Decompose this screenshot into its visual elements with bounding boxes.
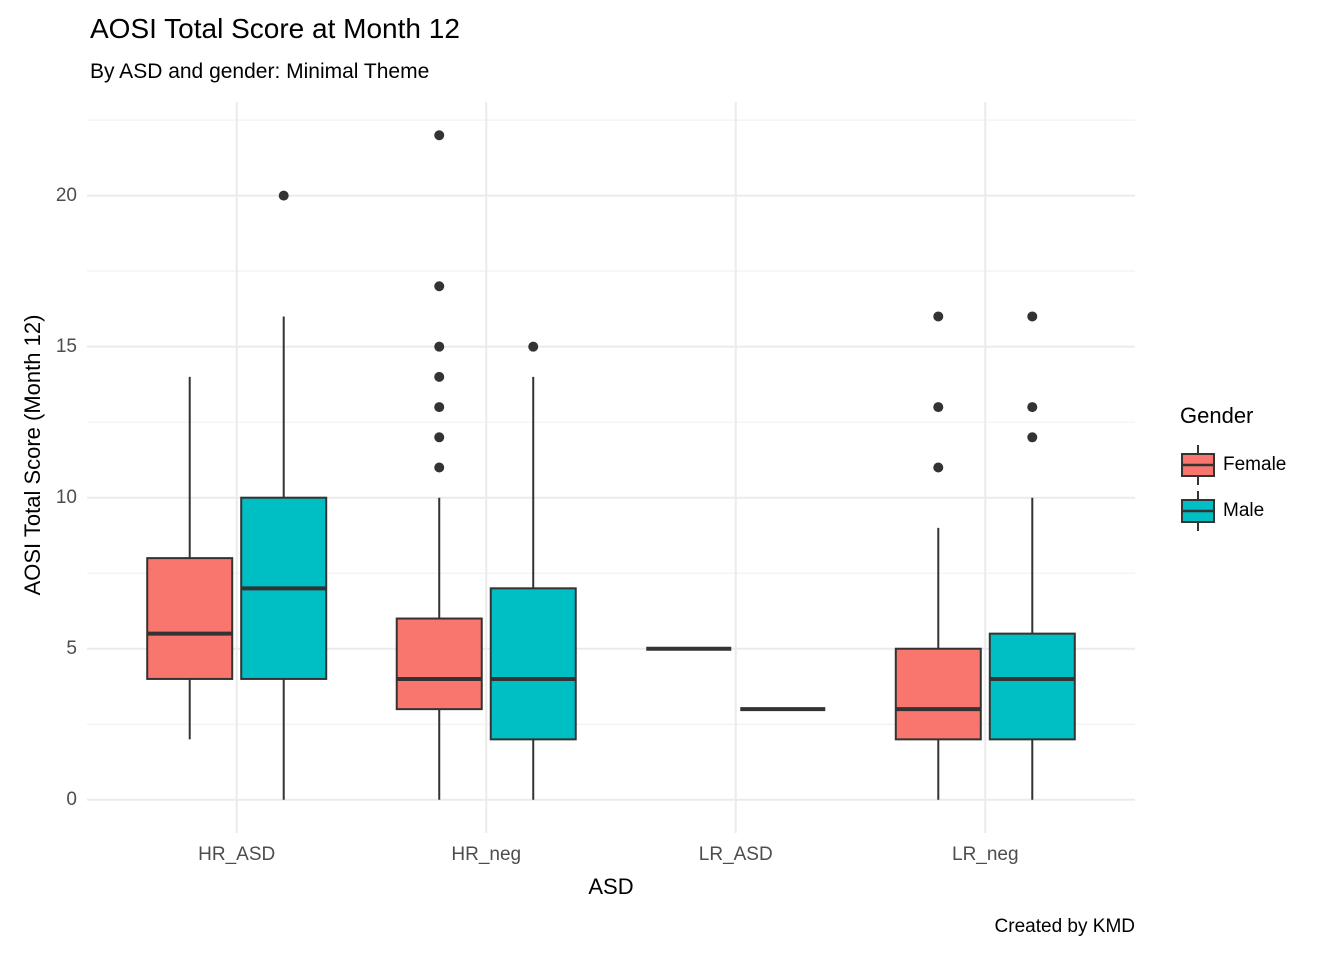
outlier-HR_neg-Female-15 [434, 341, 445, 352]
boxplot-LR_neg-Male-box [988, 632, 1076, 741]
boxplot-HR_neg-Female-box [395, 617, 483, 711]
chart-caption: Created by KMD [994, 916, 1135, 937]
outlier-HR_neg-Female-12 [434, 432, 445, 443]
x-tick-label-HR_ASD: HR_ASD [198, 844, 276, 865]
legend-key-boxplot-icon [1181, 445, 1215, 485]
outlier-HR_neg-Male-15 [528, 341, 539, 352]
y-tick-label-20: 20 [55, 184, 77, 206]
outlier-LR_neg-Female-11 [933, 462, 944, 473]
outlier-HR_ASD-Male-20 [278, 190, 289, 201]
outlier-HR_neg-Female-11 [434, 462, 445, 473]
outlier-LR_neg-Male-12 [1027, 432, 1038, 443]
outlier-LR_neg-Female-16 [933, 311, 944, 322]
boxplot-LR_neg-Female-box [894, 647, 982, 741]
y-tick-label-10: 10 [55, 486, 77, 508]
legend-title: Gender [1180, 403, 1254, 428]
x-axis-title: ASD [588, 874, 634, 899]
outlier-HR_neg-Female-14 [434, 371, 445, 382]
x-tick-label-LR_ASD: LR_ASD [698, 844, 773, 865]
legend-label: Male [1223, 500, 1265, 521]
legend-label: Female [1223, 454, 1287, 475]
chart-subtitle: By ASD and gender: Minimal Theme [90, 60, 430, 83]
legend-entry-male: Male [1180, 488, 1286, 534]
legend-entry-female: Female [1180, 442, 1286, 488]
outlier-HR_neg-Female-22 [434, 130, 445, 141]
outlier-HR_neg-Female-17 [434, 281, 445, 292]
boxplot-HR_neg-Male-box [489, 587, 577, 741]
y-tick-label-15: 15 [55, 335, 77, 357]
y-tick-label-0: 0 [66, 788, 77, 810]
outlier-LR_neg-Male-13 [1027, 402, 1038, 413]
outlier-HR_neg-Female-13 [434, 402, 445, 413]
x-tick-label-LR_neg: LR_neg [952, 844, 1019, 865]
plot-panel [87, 102, 1135, 833]
legend-key-boxplot-icon [1181, 491, 1215, 531]
legend-entries: Female Male [1180, 442, 1286, 534]
y-tick-label-5: 5 [66, 637, 77, 659]
boxplot-HR_ASD-Female-box [146, 557, 234, 680]
chart-title: AOSI Total Score at Month 12 [90, 13, 460, 44]
outlier-LR_neg-Female-13 [933, 402, 944, 413]
legend: Gender Female Male [1180, 402, 1286, 534]
x-tick-label-HR_neg: HR_neg [451, 844, 522, 865]
outlier-LR_neg-Male-16 [1027, 311, 1038, 322]
plot-panel-svg [87, 102, 1135, 833]
